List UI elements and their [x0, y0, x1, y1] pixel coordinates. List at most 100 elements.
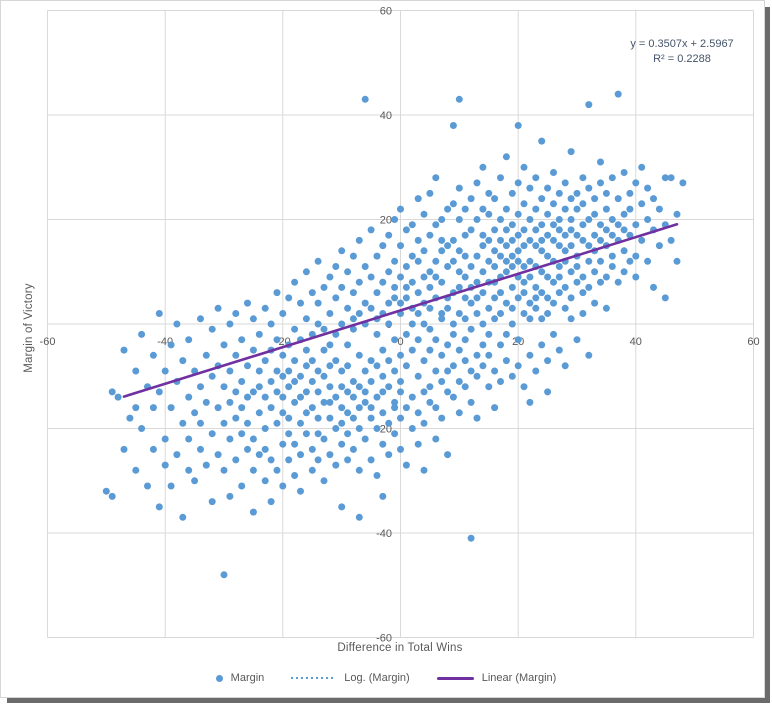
data-point: [538, 268, 546, 276]
data-point: [497, 236, 504, 244]
data-point: [502, 357, 510, 365]
data-point: [314, 430, 322, 438]
data-point: [414, 372, 422, 380]
data-point: [402, 226, 410, 234]
data-point: [320, 435, 328, 443]
data-point: [391, 257, 399, 265]
data-point: [408, 252, 416, 260]
data-point: [261, 425, 269, 432]
data-point: [550, 299, 557, 307]
data-point: [326, 398, 334, 406]
data-point: [455, 310, 463, 317]
y-tick-label: -40: [376, 528, 392, 540]
data-point: [197, 445, 204, 453]
data-point: [479, 268, 487, 276]
data-point: [108, 388, 116, 396]
data-point: [444, 367, 452, 375]
data-point: [302, 388, 310, 396]
data-point: [532, 226, 540, 234]
data-point: [491, 315, 499, 323]
data-point: [644, 184, 652, 192]
data-point: [673, 257, 681, 265]
data-point: [502, 153, 510, 161]
data-point: [567, 226, 575, 234]
data-point: [214, 304, 222, 312]
data-point: [267, 404, 275, 412]
data-point: [644, 216, 652, 223]
data-point: [161, 435, 169, 443]
data-point: [326, 451, 334, 459]
data-point: [220, 571, 228, 579]
data-point: [214, 451, 222, 459]
data-point: [185, 466, 193, 474]
data-point: [297, 419, 304, 427]
data-point: [602, 273, 610, 281]
trendline-equation-r-squared: R² = 0.2288: [653, 53, 711, 65]
data-point: [285, 367, 293, 375]
data-point: [379, 388, 387, 396]
data-point: [302, 430, 310, 438]
data-point: [632, 179, 640, 187]
data-point: [202, 398, 210, 406]
data-point: [567, 294, 575, 302]
data-point: [297, 372, 304, 380]
data-point: [520, 200, 528, 208]
data-point: [361, 95, 369, 103]
data-point: [238, 430, 246, 438]
data-point: [497, 252, 504, 260]
data-point: [149, 351, 157, 359]
data-point: [626, 189, 634, 197]
data-point: [602, 226, 610, 234]
data-point: [585, 351, 593, 359]
data-point: [638, 200, 646, 208]
data-point: [550, 278, 557, 286]
data-point: [220, 383, 228, 391]
data-point: [414, 310, 422, 317]
data-point: [514, 179, 522, 187]
data-point: [614, 221, 622, 229]
data-point: [532, 283, 540, 291]
data-point: [308, 445, 316, 453]
data-point: [249, 508, 257, 516]
data-point: [491, 226, 499, 234]
data-point: [520, 163, 528, 171]
data-point: [449, 200, 457, 208]
y-tick-label: 20: [380, 215, 392, 227]
data-point: [432, 435, 440, 443]
data-point: [497, 310, 504, 317]
data-point: [120, 445, 128, 453]
data-point: [473, 179, 481, 187]
data-point: [373, 289, 381, 297]
data-point: [638, 236, 646, 244]
data-point: [355, 466, 363, 474]
data-point: [379, 409, 387, 417]
data-point: [544, 388, 552, 396]
data-point: [420, 357, 428, 365]
data-point: [520, 226, 528, 234]
data-point: [302, 268, 310, 276]
data-point: [632, 273, 640, 281]
data-point: [532, 242, 540, 250]
data-point: [349, 393, 357, 401]
data-point: [502, 330, 510, 338]
data-point: [232, 388, 240, 396]
data-point: [632, 252, 640, 260]
data-point: [438, 351, 446, 359]
data-point: [579, 174, 587, 182]
data-point: [414, 236, 422, 244]
data-point: [385, 268, 393, 276]
data-point: [479, 242, 487, 250]
data-point: [473, 216, 481, 223]
data-point: [397, 351, 404, 359]
legend-item-log-margin: Log. (Margin): [291, 672, 410, 684]
data-point: [267, 378, 275, 385]
data-point: [338, 440, 346, 448]
data-point: [244, 445, 251, 453]
data-point: [391, 336, 399, 344]
data-point: [591, 299, 599, 307]
data-point: [485, 236, 493, 244]
data-point: [208, 498, 216, 506]
data-point: [249, 466, 257, 474]
data-point: [602, 304, 610, 312]
